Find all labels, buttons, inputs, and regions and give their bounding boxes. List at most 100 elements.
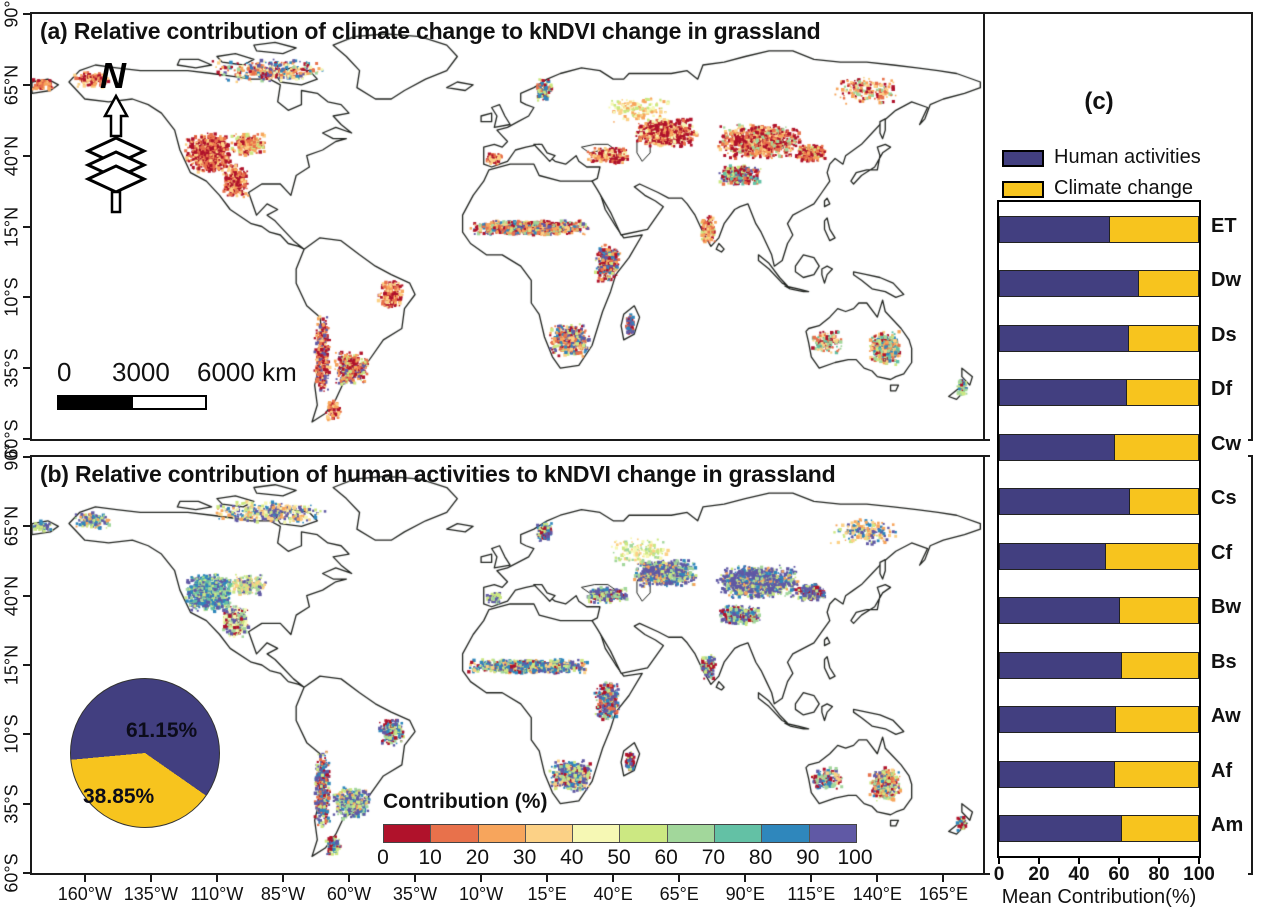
lat-tick-panela bbox=[23, 154, 30, 157]
c-x-axis-label: Mean Contribution(%) bbox=[1001, 886, 1197, 908]
lon-tick bbox=[414, 875, 417, 882]
scale-bar-label-6000km: 6000 km bbox=[197, 357, 297, 387]
lon-label-165E: 165°E bbox=[918, 884, 968, 904]
scale-bar-white-segment bbox=[131, 395, 207, 410]
lon-tick bbox=[83, 875, 86, 882]
lat-label-65N: 65°N bbox=[1, 64, 22, 105]
panel-a-title: (a) Relative contribution of climate cha… bbox=[40, 18, 821, 44]
stacked-bar-chart bbox=[997, 200, 1201, 858]
c-x-tick-0 bbox=[998, 858, 1000, 864]
lon-tick bbox=[281, 875, 284, 882]
lat-label-35S: 35°S bbox=[1, 348, 22, 388]
bar-Dw-human bbox=[1000, 271, 1139, 297]
bar-Ds bbox=[999, 324, 1199, 352]
colorbar bbox=[383, 824, 857, 843]
legend-label-climate: Climate change bbox=[1054, 177, 1193, 199]
c-x-tick-80 bbox=[1158, 858, 1160, 864]
c-x-tick-20 bbox=[1038, 858, 1040, 864]
bar-Ds-climate bbox=[1129, 325, 1198, 351]
lat-tick-panela bbox=[23, 225, 30, 228]
lon-tick bbox=[348, 875, 350, 882]
c-x-tick-100 bbox=[1198, 858, 1200, 864]
lat-tick-panela bbox=[23, 13, 30, 15]
bar-Cf bbox=[999, 542, 1199, 570]
scale-bar-black-segment bbox=[57, 395, 133, 410]
lon-label-115E: 115°E bbox=[787, 884, 836, 904]
world-map-climate-contribution bbox=[32, 14, 983, 439]
c-x-ticklabel-0: 0 bbox=[993, 864, 1005, 885]
bar-Am bbox=[999, 815, 1199, 843]
bar-Bs bbox=[999, 651, 1199, 679]
lon-tick bbox=[876, 875, 879, 882]
lat-label-10S: 10°S bbox=[1, 277, 22, 317]
colorbar-segment-4 bbox=[573, 825, 621, 842]
c-x-ticklabel-60: 60 bbox=[1108, 864, 1130, 885]
bar-Cw bbox=[999, 433, 1199, 461]
c-x-tick-40 bbox=[1078, 858, 1080, 864]
bar-Af-climate bbox=[1115, 761, 1198, 787]
colorbar-tick-100: 100 bbox=[837, 846, 873, 869]
panel-c: (c) Human activities Climate change Mean… bbox=[990, 80, 1248, 908]
bar-Cs-human bbox=[1000, 489, 1130, 515]
lat-tick-panela bbox=[23, 367, 30, 370]
bar-Bw-human bbox=[1000, 598, 1120, 624]
bar-Bs-human bbox=[1000, 652, 1122, 678]
lon-label-135W: 135°W bbox=[123, 884, 178, 904]
lat-label-15N: 15°N bbox=[1, 206, 22, 247]
lon-label-110W: 110°W bbox=[190, 884, 244, 904]
bar-label-Aw: Aw bbox=[1211, 705, 1241, 728]
lat-tick-panelb bbox=[23, 456, 30, 458]
bar-Df bbox=[999, 379, 1199, 407]
bar-Cs bbox=[999, 488, 1199, 516]
c-x-ticklabel-20: 20 bbox=[1028, 864, 1050, 885]
bar-Bw bbox=[999, 597, 1199, 625]
lon-tick bbox=[215, 875, 218, 882]
bar-Dw-climate bbox=[1139, 271, 1198, 297]
bar-label-Df: Df bbox=[1211, 378, 1233, 401]
bar-Aw-human bbox=[1000, 707, 1116, 733]
north-arrow-icon: N bbox=[84, 56, 148, 214]
lon-label-160W: 160°W bbox=[57, 884, 112, 904]
bar-ET-climate bbox=[1110, 216, 1198, 242]
colorbar-tick-20: 20 bbox=[465, 846, 490, 869]
lat-tick-panela bbox=[23, 296, 30, 299]
lat-label-15N: 15°N bbox=[1, 644, 22, 686]
bar-Dw bbox=[999, 270, 1199, 298]
lat-tick-panelb bbox=[23, 872, 30, 874]
bar-label-Am: Am bbox=[1211, 814, 1244, 837]
bar-Aw-climate bbox=[1116, 707, 1198, 733]
bar-label-Af: Af bbox=[1211, 759, 1233, 782]
lat-label-65N: 65°N bbox=[1, 506, 22, 547]
bar-Cf-climate bbox=[1106, 543, 1198, 569]
bar-label-Bw: Bw bbox=[1211, 596, 1241, 619]
bar-label-Ds: Ds bbox=[1211, 323, 1237, 346]
legend-label-human: Human activities bbox=[1054, 146, 1201, 168]
colorbar-segment-8 bbox=[762, 825, 810, 842]
bar-Bw-climate bbox=[1120, 598, 1198, 624]
lon-tick bbox=[612, 875, 615, 882]
colorbar-tick-0: 0 bbox=[377, 846, 389, 869]
lon-tick bbox=[810, 875, 813, 882]
lon-tick bbox=[546, 875, 549, 882]
lon-tick bbox=[942, 875, 945, 882]
lon-label-40E: 40°E bbox=[593, 884, 633, 904]
lat-tick-panelb bbox=[23, 594, 30, 597]
colorbar-segment-0 bbox=[384, 825, 432, 842]
lat-label-90: 90° bbox=[1, 443, 22, 471]
pie-chart: 61.15% 38.85% bbox=[70, 678, 220, 828]
pie-label-human: 61.15% bbox=[126, 719, 198, 742]
lon-tick bbox=[480, 875, 483, 882]
panel-b-title: (b) Relative contribution of human activ… bbox=[40, 461, 836, 487]
colorbar-tick-80: 80 bbox=[748, 846, 773, 869]
lon-label-90E: 90°E bbox=[725, 884, 765, 904]
lat-tick-panelb bbox=[23, 664, 30, 666]
lat-tick-panelb bbox=[23, 525, 30, 528]
bar-Cs-climate bbox=[1130, 489, 1198, 515]
lat-label-90: 90° bbox=[1, 0, 22, 28]
lat-tick-panela bbox=[23, 438, 30, 440]
legend-swatch-human bbox=[1002, 150, 1044, 167]
lat-label-35S: 35°S bbox=[1, 784, 22, 824]
colorbar-tick-70: 70 bbox=[701, 846, 726, 869]
c-x-ticklabel-80: 80 bbox=[1148, 864, 1170, 885]
